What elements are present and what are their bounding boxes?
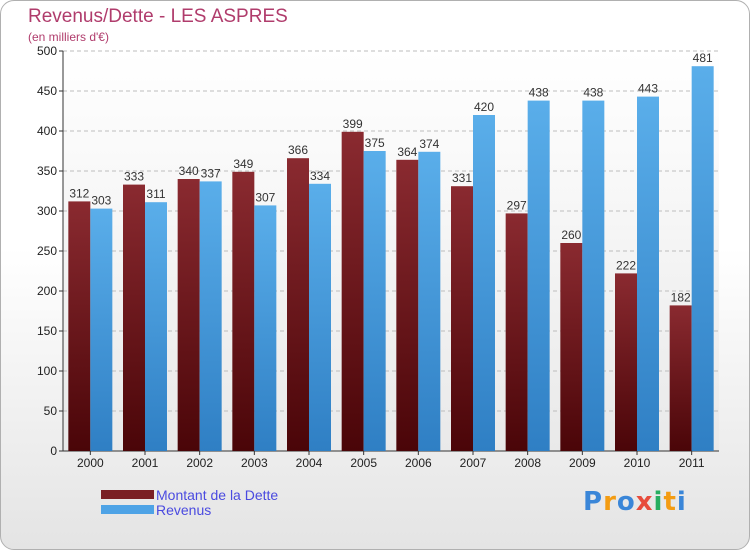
bar-revenus xyxy=(582,100,605,451)
bar-revenus xyxy=(473,115,495,451)
y-tick-label: 200 xyxy=(37,284,57,298)
y-tick-label: 50 xyxy=(44,404,58,418)
legend-label-dette: Montant de la Dette xyxy=(156,486,279,503)
x-tick-label: 2001 xyxy=(132,456,159,470)
y-tick-label: 300 xyxy=(37,204,57,218)
x-tick-label: 2003 xyxy=(241,456,268,470)
value-label: 438 xyxy=(583,86,603,100)
legend-item-dette: Montant de la Dette xyxy=(101,486,279,503)
bar-revenus xyxy=(309,183,331,452)
legend-swatch-revenus xyxy=(101,505,154,514)
bar-dette xyxy=(177,179,200,451)
x-tick-label: 2004 xyxy=(296,456,323,470)
brand-letter: t xyxy=(663,487,677,517)
y-tick-label: 250 xyxy=(37,244,57,258)
x-tick-label: 2008 xyxy=(514,456,541,470)
bar-dette xyxy=(287,158,309,451)
x-tick-label: 2009 xyxy=(569,456,596,470)
bar-dette xyxy=(232,171,255,452)
bar-dette xyxy=(123,184,145,451)
y-tick-label: 400 xyxy=(37,124,57,138)
x-tick-label: 2006 xyxy=(405,456,432,470)
chart-title: Revenus/Dette - LES ASPRES xyxy=(28,6,288,27)
legend-label-revenus: Revenus xyxy=(156,501,212,518)
x-tick-label: 2000 xyxy=(77,456,104,470)
value-label: 349 xyxy=(233,157,253,171)
bar-revenus xyxy=(254,205,277,451)
x-tick-label: 2011 xyxy=(679,456,705,470)
bar-revenus xyxy=(637,96,659,451)
bar-revenus xyxy=(691,66,714,451)
value-label: 297 xyxy=(507,198,527,212)
x-tick-label: 2005 xyxy=(350,456,377,470)
bar-dette xyxy=(669,305,692,451)
value-label: 311 xyxy=(146,187,165,201)
bar-revenus xyxy=(90,208,113,451)
bar-revenus xyxy=(527,100,550,451)
value-label: 375 xyxy=(365,136,385,150)
bar-dette xyxy=(505,213,528,451)
bar-dette xyxy=(615,273,637,451)
chart-subtitle: (en milliers d'€) xyxy=(28,30,109,44)
value-label: 366 xyxy=(288,143,308,157)
value-label: 337 xyxy=(201,166,221,180)
x-tick-label: 2007 xyxy=(460,456,487,470)
value-label: 312 xyxy=(69,186,89,200)
value-label: 443 xyxy=(638,82,658,96)
bar-revenus xyxy=(363,151,386,451)
value-label: 334 xyxy=(310,169,330,183)
y-tick-label: 100 xyxy=(37,364,57,378)
value-label: 364 xyxy=(397,145,417,159)
bar-dette xyxy=(341,131,364,452)
bar-revenus xyxy=(418,151,441,452)
bar-revenus xyxy=(145,202,167,451)
value-label: 303 xyxy=(91,194,111,208)
value-label: 260 xyxy=(561,228,581,242)
bar-dette xyxy=(560,243,583,451)
value-label: 307 xyxy=(255,190,275,204)
y-tick-label: 350 xyxy=(37,164,57,178)
bar-dette xyxy=(68,201,91,451)
y-tick-label: 450 xyxy=(37,84,57,98)
brand-logo: Proxiti xyxy=(583,487,687,517)
bar-dette xyxy=(396,159,419,452)
y-tick-label: 150 xyxy=(37,324,57,338)
brand-letter: P xyxy=(583,487,604,517)
value-label: 340 xyxy=(179,164,199,178)
value-label: 182 xyxy=(671,290,691,304)
value-label: 420 xyxy=(474,100,494,114)
brand-letter: i xyxy=(676,487,687,517)
brand-letter: i xyxy=(653,487,664,517)
value-label: 333 xyxy=(124,170,144,184)
value-label: 222 xyxy=(616,258,636,272)
brand-letter: o xyxy=(616,487,636,517)
x-tick-label: 2010 xyxy=(624,456,651,470)
y-tick-label: 500 xyxy=(37,44,57,58)
value-label: 438 xyxy=(529,86,549,100)
bar-revenus xyxy=(199,181,222,451)
legend-item-revenus: Revenus xyxy=(101,501,278,518)
brand-letter: x xyxy=(635,487,654,517)
value-label: 481 xyxy=(693,51,713,65)
legend: Montant de la Dette Revenus xyxy=(101,486,279,518)
value-label: 331 xyxy=(452,171,472,185)
legend-swatch-dette xyxy=(101,490,154,499)
y-tick-label: 0 xyxy=(50,444,57,458)
brand-letter: r xyxy=(603,487,617,517)
x-tick-label: 2002 xyxy=(186,456,213,470)
value-label: 374 xyxy=(419,137,439,151)
value-label: 399 xyxy=(343,117,363,131)
bar-dette xyxy=(451,186,473,451)
